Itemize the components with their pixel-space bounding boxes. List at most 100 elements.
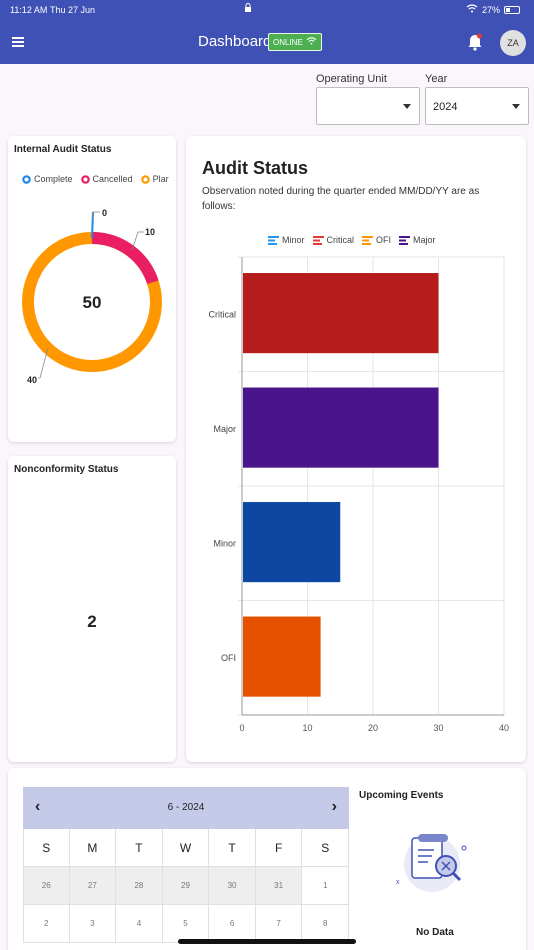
slice-label-cancelled: 10 (145, 227, 155, 237)
donut-center-value: 50 (83, 293, 102, 312)
legend-label: Minor (282, 235, 305, 245)
donut-legend-icon (80, 174, 90, 184)
year-label: Year (425, 73, 448, 85)
label-leader (92, 211, 100, 220)
donut-slice-cancelled[interactable] (91, 232, 159, 285)
bar-legend-icon (268, 235, 279, 245)
slice-label-complete: 0 (102, 208, 107, 218)
online-badge: ONLINE (268, 33, 322, 51)
bar-ofi[interactable] (243, 616, 321, 697)
chart-legend: Minor Critical OFI Major (268, 235, 436, 245)
upcoming-events-title: Upcoming Events (359, 790, 444, 801)
donut-legend-icon (140, 174, 150, 184)
audit-status-bar-chart: 0 10 20 30 40 Critical Major Minor OFI (208, 256, 509, 733)
calendar-day[interactable]: 27 (69, 867, 117, 905)
online-badge-label: ONLINE (273, 37, 303, 47)
calendar-day[interactable]: 31 (255, 867, 303, 905)
legend-label: Cancelled (92, 174, 133, 184)
chevron-down-icon (512, 104, 520, 109)
audit-status-title: Audit Status (202, 158, 308, 178)
menu-icon[interactable] (12, 37, 24, 47)
legend-planned[interactable]: Plar (140, 174, 169, 184)
calendar-day[interactable]: 6 (209, 905, 256, 943)
status-bar: 11:12 AM Thu 27 Jun 27% (0, 0, 534, 20)
no-data-text: No Data (416, 927, 454, 938)
weekday-header: T (116, 829, 163, 867)
calendar-day[interactable]: 5 (162, 905, 210, 943)
bar-legend-icon (399, 235, 411, 245)
donut-legend-icon (22, 174, 31, 184)
internal-audit-card: Internal Audit Status Complete Cancelled… (8, 136, 176, 442)
calendar-grid: S M T W T F S 26 27 28 29 30 31 1 2 3 4 … (23, 829, 349, 943)
label-leader (131, 231, 144, 251)
legend-label: OFI (376, 235, 392, 245)
calendar-day[interactable]: 30 (209, 867, 256, 905)
y-tick-label: Major (213, 424, 236, 434)
chevron-down-icon (403, 104, 411, 109)
calendar-day[interactable]: 7 (255, 905, 303, 943)
slice-label-planned: 40 (27, 375, 37, 385)
calendar: ‹ 6 - 2024 › S M T W T F S 26 27 28 29 3… (23, 787, 349, 943)
prev-month-button[interactable]: ‹ (35, 798, 41, 815)
calendar-day[interactable]: 4 (116, 905, 163, 943)
battery-icon (504, 5, 520, 14)
weekday-header: S (23, 829, 70, 867)
operating-unit-select[interactable] (316, 87, 420, 125)
operating-unit-label: Operating Unit (316, 73, 387, 85)
weekday-header: F (255, 829, 303, 867)
bar-minor[interactable] (243, 502, 341, 583)
x-tick-label: 40 (499, 723, 509, 733)
weekday-header: T (209, 829, 256, 867)
bar-major[interactable] (243, 387, 439, 468)
legend-ofi[interactable]: OFI (362, 235, 391, 245)
calendar-day[interactable]: 2 (23, 905, 70, 943)
x-tick-label: 30 (433, 723, 443, 733)
app-bar: Dashboard ONLINE ZA (0, 20, 534, 64)
bar-critical[interactable] (243, 273, 439, 354)
svg-text:x: x (396, 879, 400, 886)
legend-label: Complete (34, 174, 73, 184)
audit-status-card: Audit Status Observation noted during th… (186, 136, 526, 762)
internal-audit-donut: 0 10 40 50 (22, 208, 162, 385)
bar-legend-icon (312, 235, 324, 245)
year-value: 2024 (433, 101, 458, 113)
y-tick-label: Critical (208, 309, 236, 319)
notification-bell-icon[interactable] (466, 32, 484, 52)
calendar-day[interactable]: 1 (302, 867, 349, 905)
x-tick-label: 0 (239, 723, 244, 733)
legend-label: Plar (152, 174, 169, 184)
internal-audit-legend: Complete Cancelled Plar (22, 174, 169, 184)
status-date: Thu 27 Jun (50, 5, 96, 15)
weekday-header: W (162, 829, 210, 867)
year-select[interactable]: 2024 (425, 87, 529, 125)
lock-icon (244, 3, 252, 15)
legend-major[interactable]: Major (399, 235, 436, 245)
legend-cancelled[interactable]: Cancelled (80, 174, 133, 184)
wifi-icon (306, 37, 317, 47)
legend-minor[interactable]: Minor (268, 235, 305, 245)
weekday-header: M (69, 829, 117, 867)
calendar-day[interactable]: 26 (23, 867, 70, 905)
legend-complete[interactable]: Complete (22, 174, 73, 184)
calendar-day[interactable]: 28 (116, 867, 163, 905)
no-data-illustration-icon: x (396, 834, 467, 892)
calendar-day[interactable]: 3 (69, 905, 117, 943)
next-month-button[interactable]: › (331, 798, 337, 815)
nonconformity-card: Nonconformity Status 2 (8, 456, 176, 762)
nonconformity-value: 2 (87, 612, 97, 631)
bar-legend-icon (362, 235, 374, 245)
nonconformity-title: Nonconformity Status (14, 464, 119, 475)
label-leader (38, 347, 49, 379)
y-tick-label: OFI (221, 653, 236, 663)
legend-label: Major (413, 235, 436, 245)
internal-audit-title: Internal Audit Status (14, 144, 112, 155)
calendar-header: ‹ 6 - 2024 › (23, 787, 349, 829)
calendar-day[interactable]: 8 (302, 905, 349, 943)
wifi-icon (466, 4, 478, 15)
home-indicator[interactable] (178, 939, 356, 944)
calendar-day[interactable]: 29 (162, 867, 210, 905)
page-title: Dashboard (198, 33, 272, 50)
legend-label: Critical (326, 235, 355, 245)
avatar[interactable]: ZA (500, 30, 526, 56)
legend-critical[interactable]: Critical (312, 235, 355, 245)
